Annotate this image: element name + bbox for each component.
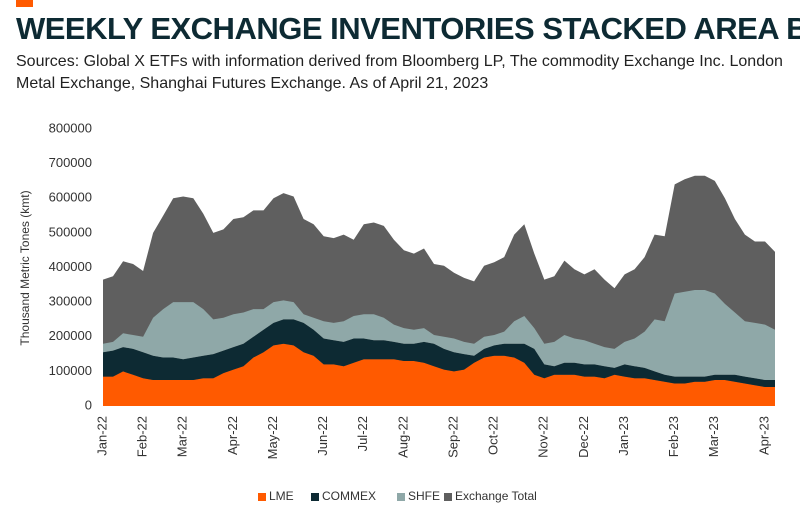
y-tick-label: 400000 (49, 259, 92, 274)
x-tick-label: Apr-22 (225, 416, 240, 455)
x-tick-label: May-22 (265, 416, 280, 459)
x-tick-label: Nov-22 (536, 416, 551, 458)
legend-label: COMMEX (322, 489, 376, 503)
x-tick-label: Jun-22 (315, 416, 330, 456)
brand-mark (16, 0, 33, 7)
legend-swatch (397, 493, 405, 501)
legend-label: LME (269, 489, 294, 503)
x-tick-label: Feb-23 (666, 416, 681, 457)
chart-title: WEEKLY EXCHANGE INVENTORIES STACKED AREA… (16, 11, 800, 46)
legend-label: SHFE (408, 489, 440, 503)
y-tick-label: 200000 (49, 328, 92, 343)
area (103, 343, 775, 406)
x-tick-label: Aug-22 (395, 416, 410, 458)
x-tick-label: Mar-23 (706, 416, 721, 457)
y-axis-label: Thousand Metric Tones (kmt) (18, 190, 32, 345)
x-tick-label: Jan-23 (616, 416, 631, 456)
subtitle-line: Metal Exchange, Shanghai Futures Exchang… (16, 75, 488, 92)
x-tick-label: Dec-22 (576, 416, 591, 458)
area (103, 290, 775, 380)
y-tick-label: 800000 (49, 120, 92, 135)
x-tick-label: Oct-22 (486, 416, 501, 455)
subtitle-line: Sources: Global X ETFs with information … (16, 53, 783, 70)
area (103, 319, 775, 387)
y-tick-label: 0 (85, 397, 92, 412)
legend-swatch (444, 493, 452, 501)
legend-label: Exchange Total (455, 489, 537, 503)
legend-swatch (311, 493, 319, 501)
x-tick-label: Jan-22 (94, 416, 109, 456)
y-tick-label: 700000 (49, 155, 92, 170)
y-tick-label: 600000 (49, 190, 92, 205)
y-tick-label: 500000 (49, 224, 92, 239)
y-tick-label: 300000 (49, 294, 92, 309)
y-tick-label: 100000 (49, 363, 92, 378)
x-tick-label: Apr-23 (756, 416, 771, 455)
x-tick-label: Sep-22 (445, 416, 460, 458)
legend-swatch (258, 493, 266, 501)
x-tick-label: Feb-22 (135, 416, 150, 457)
x-tick-label: Mar-22 (175, 416, 190, 457)
x-tick-label: Jul-22 (355, 416, 370, 451)
